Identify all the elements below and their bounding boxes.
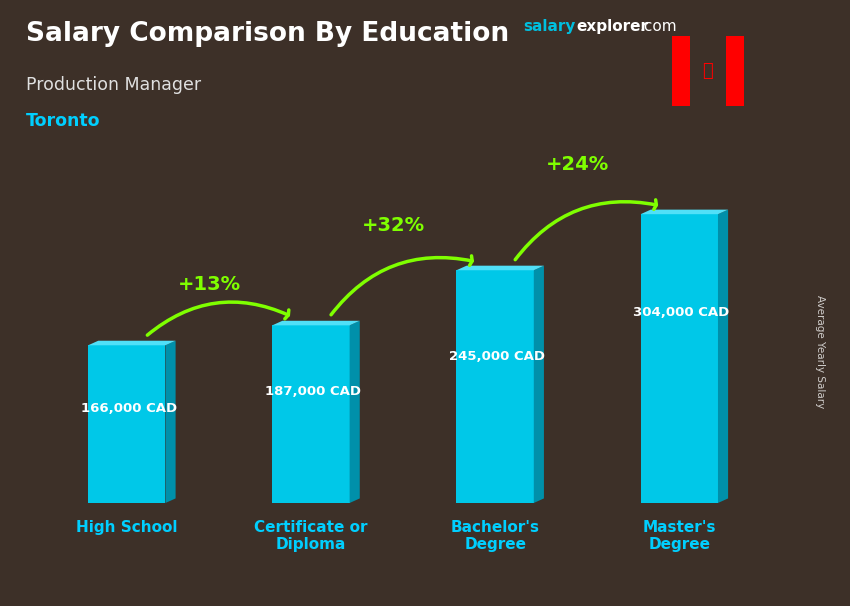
- Text: salary: salary: [523, 19, 575, 35]
- Polygon shape: [456, 265, 544, 270]
- Text: Production Manager: Production Manager: [26, 76, 201, 94]
- Text: Average Yearly Salary: Average Yearly Salary: [815, 295, 825, 408]
- Polygon shape: [88, 341, 176, 345]
- Text: .com: .com: [639, 19, 677, 35]
- Polygon shape: [349, 321, 360, 503]
- Text: 304,000 CAD: 304,000 CAD: [633, 306, 729, 319]
- Polygon shape: [534, 265, 544, 503]
- Text: 245,000 CAD: 245,000 CAD: [449, 350, 545, 363]
- Text: 187,000 CAD: 187,000 CAD: [265, 385, 361, 398]
- Bar: [88, 345, 166, 503]
- Text: +13%: +13%: [178, 275, 241, 294]
- Text: Salary Comparison By Education: Salary Comparison By Education: [26, 21, 508, 47]
- Bar: [726, 36, 744, 106]
- Bar: [641, 214, 718, 503]
- Polygon shape: [641, 210, 728, 214]
- Bar: [272, 325, 349, 503]
- Text: +32%: +32%: [362, 216, 425, 235]
- Bar: [672, 36, 689, 106]
- Text: 166,000 CAD: 166,000 CAD: [81, 402, 177, 415]
- Text: +24%: +24%: [547, 155, 609, 174]
- Text: 🍁: 🍁: [702, 62, 713, 80]
- Text: Toronto: Toronto: [26, 112, 100, 130]
- Bar: [456, 270, 534, 503]
- Text: explorer: explorer: [576, 19, 649, 35]
- Polygon shape: [166, 341, 176, 503]
- Polygon shape: [718, 210, 728, 503]
- Polygon shape: [272, 321, 360, 325]
